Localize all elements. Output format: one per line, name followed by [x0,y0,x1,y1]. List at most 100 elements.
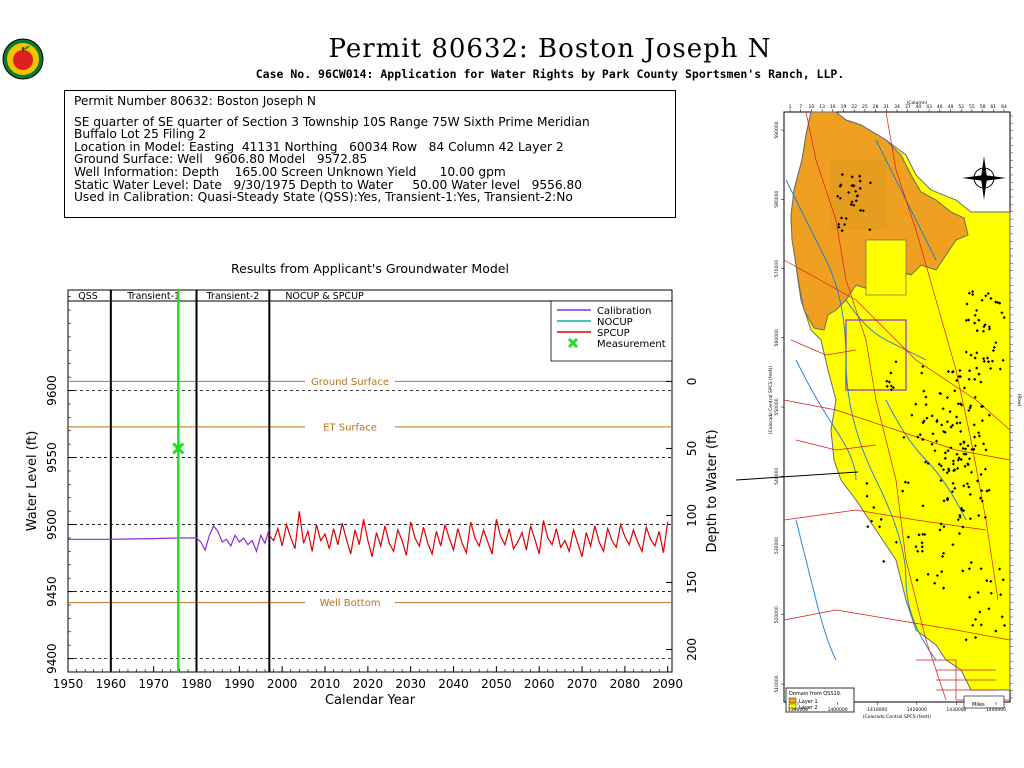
map-bottom-tick-label: 1430000 [946,707,966,713]
map-legend-layer2: Layer 2 [799,705,818,711]
map-bottom-tick-label: 1420000 [907,707,927,713]
well-marker [964,638,968,642]
well-marker [849,203,853,207]
well-marker [972,447,976,451]
map-top-tick-label: 19 [841,104,847,110]
x-tick-label: 1990 [224,677,255,691]
well-marker [976,590,980,595]
x-tick-label: 2090 [652,677,683,691]
x-tick-label: 2080 [610,677,641,691]
well-marker [839,183,843,187]
x-tick-label: 2000 [267,677,298,691]
well-marker [889,371,893,375]
map-top-tick-label: 22 [851,104,857,110]
map-axes: 1 7 10 13 16 19 22 25 28 31 34 37 40 43 46 49 52 55 58 61 64… [768,100,1022,720]
well-marker [982,357,986,361]
well-marker [878,525,882,529]
well-marker [998,567,1002,571]
map-left-axis-label: (Colorado Central SPCS (feet)) [768,366,774,435]
well-marker [958,513,962,517]
y2-tick-label: 150 [685,571,699,594]
well-marker [967,377,971,381]
well-marker [987,325,991,329]
map-left-tick-label: 580000 [774,191,780,208]
well-marker [951,370,955,374]
well-marker [870,519,874,523]
well-marker [1003,623,1007,628]
well-marker [949,425,953,429]
well-marker [973,444,977,448]
legend-label: Calibration [597,306,651,317]
well-marker [948,410,952,414]
well-marker [958,368,962,373]
map-left-tick-label: 590000 [774,121,780,138]
well-marker [987,607,991,611]
well-marker [974,635,978,640]
x-tick-label: 2070 [567,677,598,691]
agency-logo [2,38,44,80]
well-marker [961,525,965,529]
map-top-tick-label: 31 [883,104,889,110]
map-left-tick-label: 510000 [774,675,780,692]
well-marker [967,408,971,413]
well-marker [951,462,955,466]
map-top-tick-label: 16 [830,104,836,110]
well-marker [920,549,924,553]
well-marker [974,617,978,621]
legend-box [550,300,673,362]
well-marker [868,181,872,185]
reference-label-bg [305,420,395,433]
well-marker [967,318,971,322]
info-line-well-info: Well Information: Depth 165.00 Screen Un… [74,164,506,179]
well-marker [942,429,946,434]
well-marker [925,416,929,420]
well-marker [987,488,991,492]
reference-label: Ground Surface [311,377,389,388]
map-right-axis-label: (Row) [1016,394,1022,407]
well-marker [889,388,893,392]
chart-grid [68,390,672,659]
well-marker [946,370,950,374]
well-marker [949,446,953,450]
y2-tick-label: 100 [685,504,699,527]
reference-label-bg [305,375,395,388]
map-left-tick-label: 560000 [774,329,780,346]
well-marker [968,406,972,410]
x-tick-label: 1950 [53,677,84,691]
map-top-tick-label: 13 [819,104,825,110]
y2-tick-label: 200 [685,638,699,661]
y-tick-label: 9600 [45,375,59,406]
well-marker [962,440,966,444]
well-marker [946,449,950,453]
well-marker [958,421,962,425]
well-marker [963,464,967,468]
well-marker [924,403,928,407]
well-marker [962,452,966,456]
well-marker [1000,615,1004,619]
north-arrow-icon [962,156,1006,200]
legend-swatch [567,337,579,349]
map-top-tick-label: 7 [799,104,802,110]
map-bottom-tick-label: 1390000 [788,707,808,713]
permit-header: Permit Number 80632: Boston Joseph N [74,94,317,108]
well-marker [990,359,994,363]
well-marker [967,567,971,571]
well-marker [991,349,995,353]
y-axis-label: Water Level (ft) [25,431,40,532]
well-marker [840,229,844,233]
well-marker [987,413,991,417]
y-tick-label: 9400 [45,643,59,674]
leader-line [736,471,859,481]
well-marker [945,396,949,400]
measurement-marker [172,442,185,455]
x-tick-label: 2030 [395,677,426,691]
well-marker [976,479,980,483]
period-label: Transient-1 [126,291,180,302]
well-marker [971,290,975,294]
info-line-subdivision: Buffalo Lot 25 Filing 2 [74,127,207,142]
permit-info-box: Permit Number 80632: Boston Joseph N SE … [64,90,676,218]
x-tick-label: 2020 [353,677,384,691]
map-legend: Domain from QSS19. Layer 1 Layer 2 Miles [785,687,1005,713]
well-marker [977,434,981,438]
map-top-tick-label: 49 [948,104,954,110]
